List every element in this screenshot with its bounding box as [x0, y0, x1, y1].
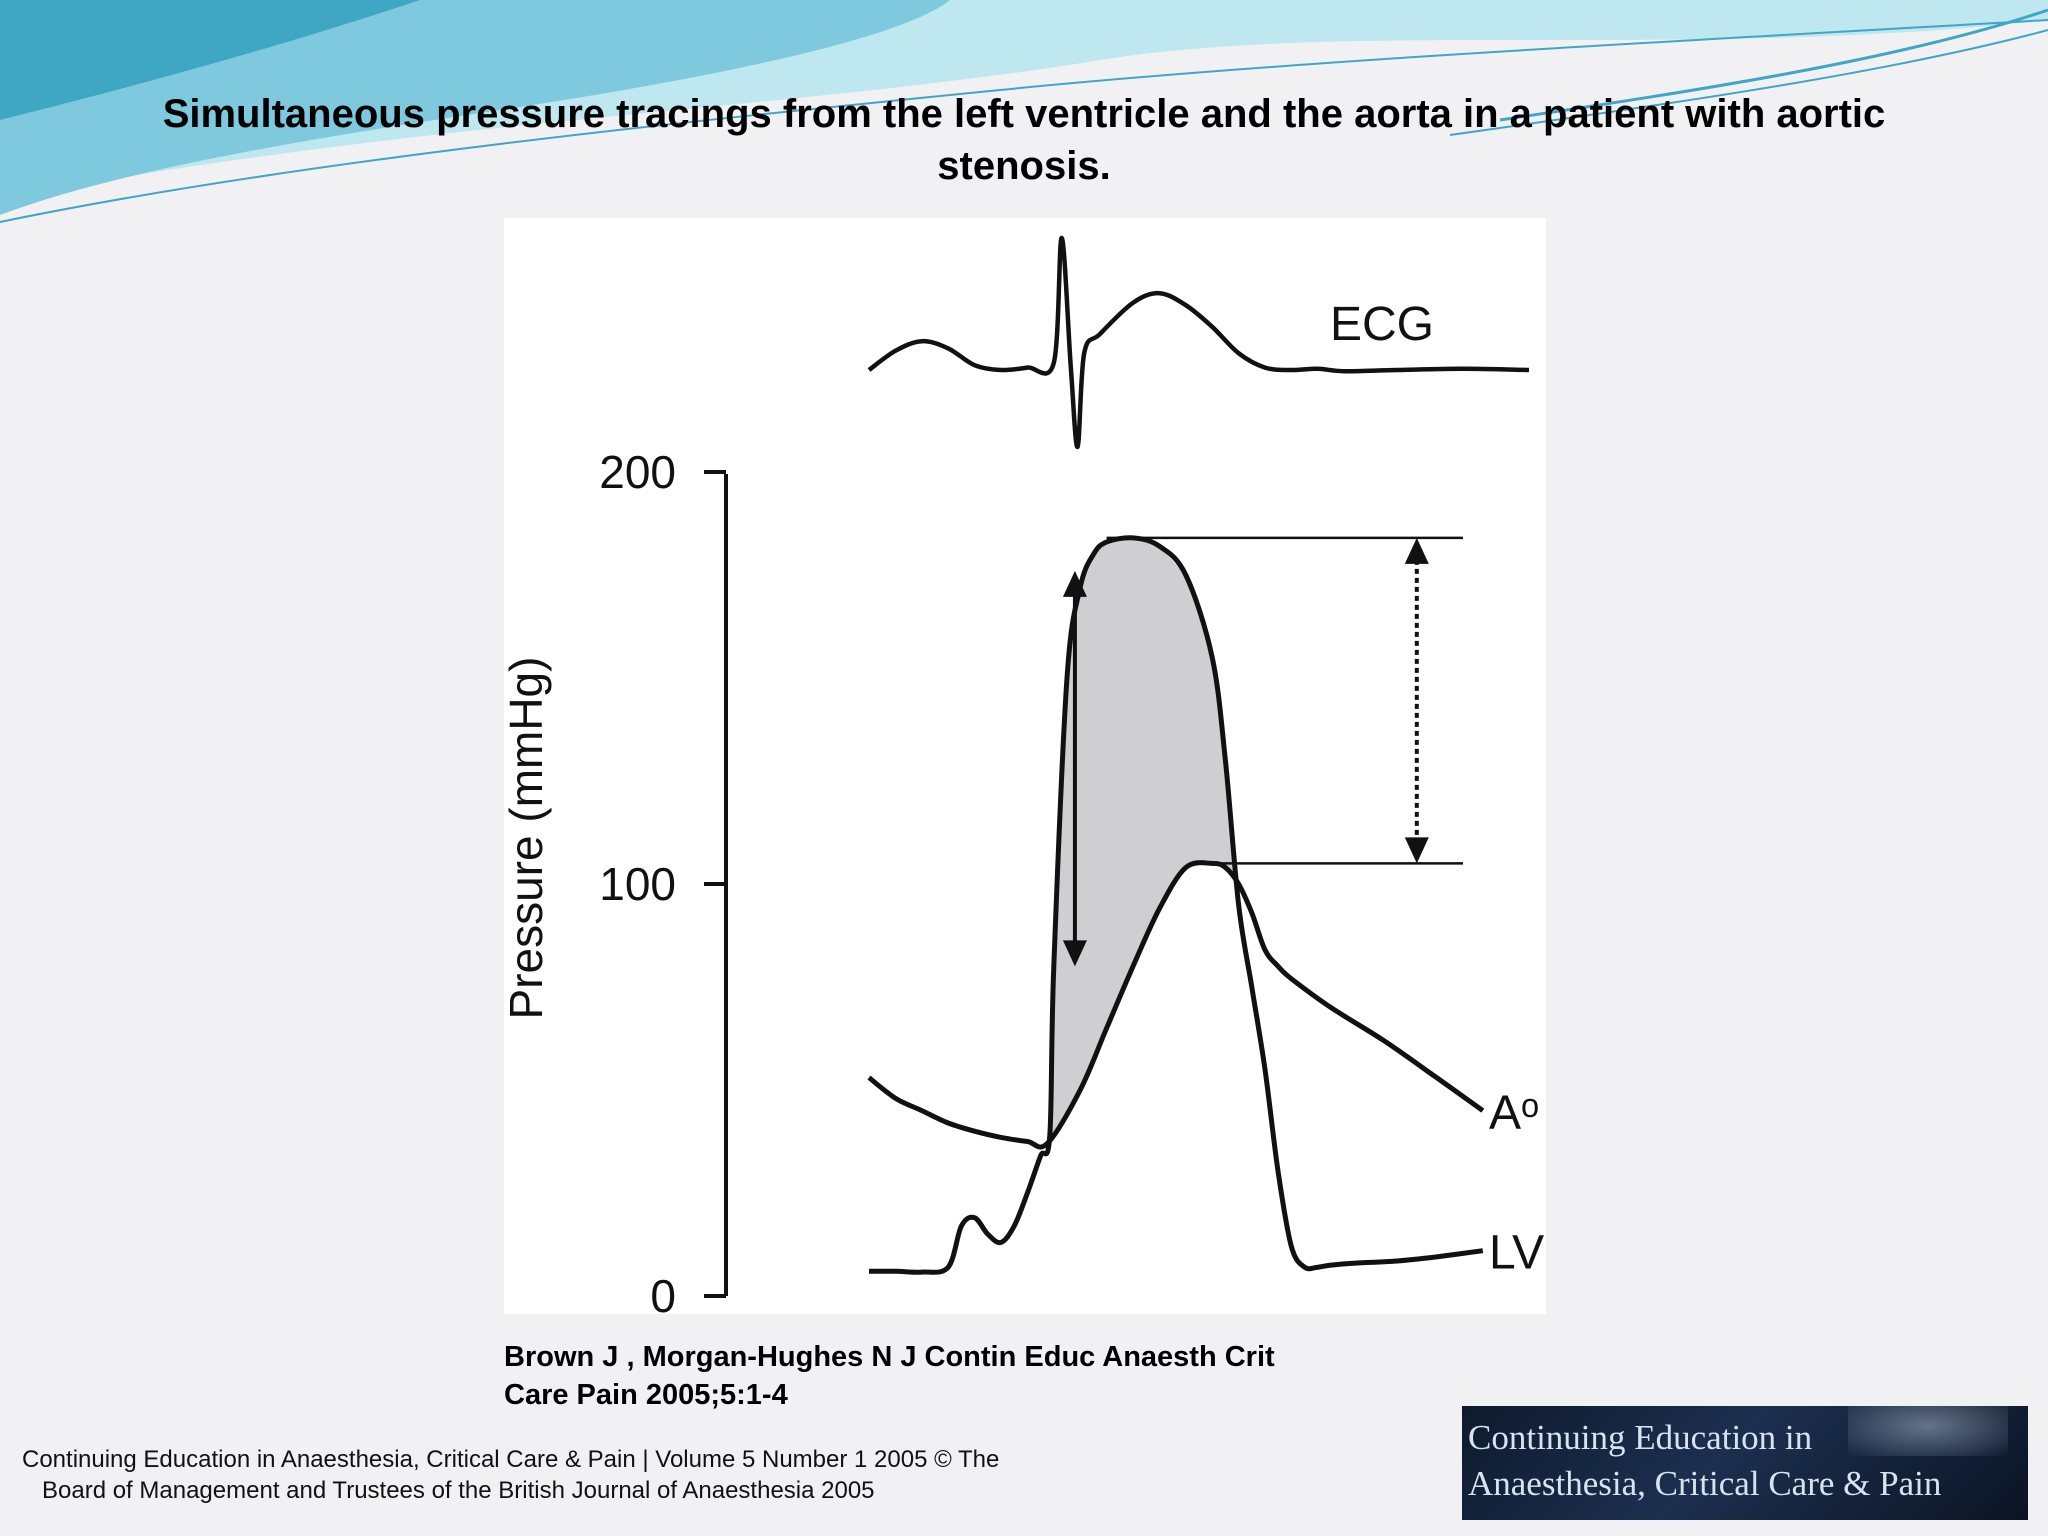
footer-line-1: Continuing Education in Anaesthesia, Cri…	[22, 1446, 1000, 1473]
citation-line-1: Brown J , Morgan-Hughes N J Contin Educ …	[504, 1341, 1275, 1373]
wave-line	[0, 19, 2048, 223]
wave-dark	[0, 0, 420, 120]
solid-arrow-head-up	[1062, 570, 1087, 597]
y-axis-label: Pressure (mmHg)	[504, 657, 552, 1020]
citation-line-2: Care Pain 2005;5:1-4	[504, 1379, 788, 1411]
gradient-shaded-area	[1049, 538, 1259, 1140]
ecg-trace	[867, 235, 1530, 450]
lv-series-label: LV	[1489, 1227, 1544, 1280]
logo-glow	[1848, 1406, 2008, 1456]
aorta-series-label: Aᵒ	[1489, 1087, 1539, 1140]
pressure-tracing-figure: 0 100 200 Pressure (mmHg) ECG Aᵒ LV	[504, 218, 1546, 1314]
slide-title: Simultaneous pressure tracings from the …	[162, 92, 1886, 188]
footer-line-2: Board of Management and Trustees of the …	[42, 1477, 875, 1504]
ecg-series-label: ECG	[1330, 298, 1434, 351]
figure-citation: Brown J , Morgan-Hughes N J Contin Educ …	[504, 1338, 1404, 1414]
y-tick-label-100: 100	[599, 858, 676, 910]
dashed-arrow-head-down	[1404, 837, 1429, 864]
wave-line-right-2	[1449, 29, 2048, 136]
logo-text-line-2: Anaesthesia, Critical Care & Pain	[1468, 1464, 1942, 1503]
wave-line-right	[1499, 8, 2048, 122]
dashed-arrow-head-up	[1404, 537, 1429, 564]
slide-footer: Continuing Education in Anaesthesia, Cri…	[22, 1444, 1142, 1506]
pressure-chart: 0 100 200 Pressure (mmHg) ECG Aᵒ LV	[504, 235, 1544, 1314]
journal-logo: Continuing Education in Anaesthesia, Cri…	[1462, 1406, 2028, 1520]
solid-arrow-head-down	[1062, 940, 1087, 967]
y-tick-label-200: 200	[599, 446, 676, 498]
background-waves	[0, 0, 2048, 223]
aorta-pressure-trace	[867, 860, 1485, 1150]
lv-pressure-trace	[868, 535, 1484, 1275]
y-tick-label-0: 0	[650, 1270, 676, 1314]
logo-text-line-1: Continuing Education in	[1468, 1418, 1813, 1457]
